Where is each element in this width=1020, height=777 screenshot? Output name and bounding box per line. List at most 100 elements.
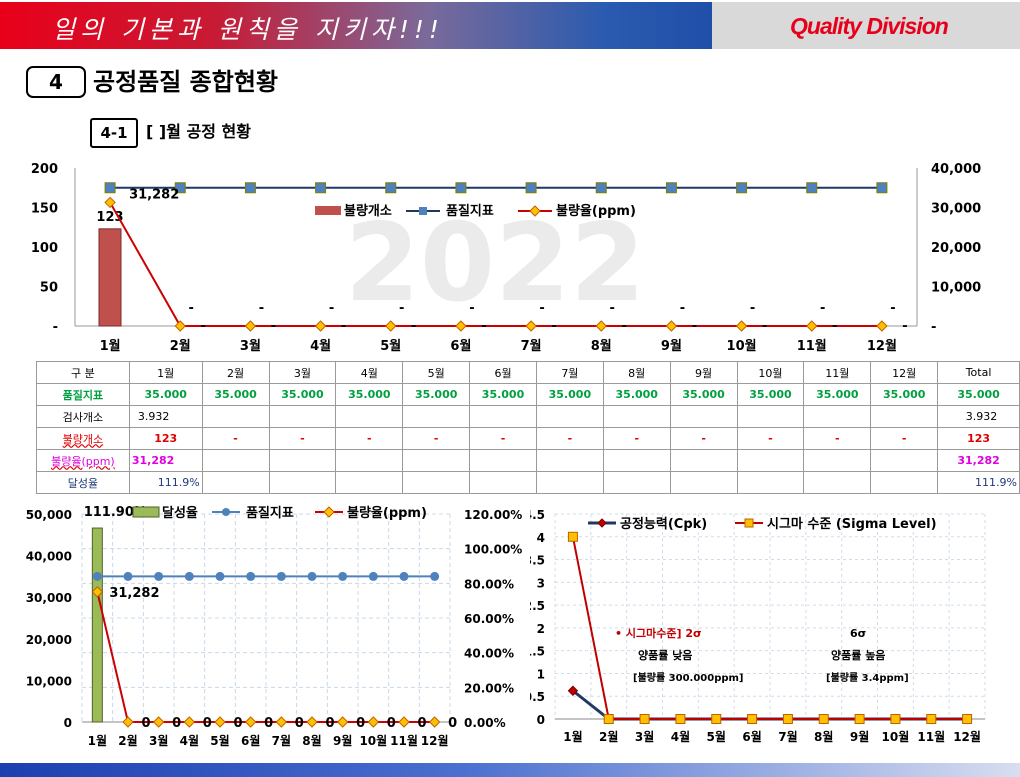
table-cell: 123: [937, 427, 1020, 450]
defect-count-bar: [98, 228, 122, 327]
annotation-low-title: • 시그마수준] 2σ: [615, 626, 702, 640]
header-banner: 일의 기본과 원칙을 지키자!!! Quality Division: [0, 0, 1020, 50]
quality-index-point: [455, 182, 467, 194]
achievement-rate-chart: 50,000 40,000 30,000 20,000 10,000 0 120.00% 10…: [26, 505, 523, 748]
sigma-level-point: [567, 531, 578, 542]
table-cell: 35.000: [602, 383, 671, 406]
table-header-cell: Total: [937, 361, 1020, 384]
y-tick-label: 1.5: [530, 645, 545, 659]
quality-index-point: [244, 182, 256, 194]
defect-rate-point: [314, 320, 327, 332]
y-tick-label: 3: [537, 576, 545, 590]
right-tick-label: 0.00%: [464, 716, 506, 730]
x-tick-label: 12월: [953, 729, 981, 744]
x-tick-label: 6월: [742, 729, 761, 744]
rate-data-label: 0: [387, 716, 396, 731]
bar-data-label: -: [750, 301, 755, 316]
defect-rate-point: [428, 716, 441, 728]
table-cell: 35.000: [402, 383, 471, 406]
defect-rate-point: [525, 320, 537, 332]
left-tick-label: 40,000: [26, 550, 72, 564]
x-tick-label: 11월: [917, 729, 945, 744]
defect-rate-point: [595, 320, 607, 332]
table-cell: [602, 471, 671, 494]
defect-rate-point: [665, 320, 678, 332]
sigma-level-line: [571, 536, 968, 720]
defect-rate-line: [109, 201, 882, 327]
x-tick-label: 3월: [240, 338, 261, 354]
subsection-title: [ ]월 공정 현황: [146, 122, 251, 141]
left-tick-label: 200: [31, 162, 58, 177]
table-cell: [535, 449, 604, 472]
rate-data-label: 0: [233, 716, 242, 731]
table-cell: 111.9%: [937, 471, 1020, 494]
rate-data-label: 0: [356, 716, 365, 731]
defect-rate-point: [367, 716, 380, 728]
left-tick-label: 10,000: [26, 674, 72, 688]
defect-rate-point: [122, 716, 134, 728]
legend-marker-rate: [323, 506, 335, 518]
table-cell: 123: [128, 427, 203, 450]
x-tick-label: 10월: [727, 338, 757, 354]
table-cell: [870, 449, 939, 472]
table-cell: 31,282: [937, 449, 1020, 472]
banner-slogan: 일의 기본과 원칙을 지키자!!!: [52, 15, 444, 44]
legend-label: 품질지표: [246, 506, 294, 521]
legend-swatch-achievement: [132, 506, 160, 518]
table-cell: 35.000: [736, 383, 805, 406]
table-cell: 35.000: [128, 383, 203, 406]
table-cell: 35.000: [469, 383, 537, 406]
defect-rate-point: [104, 196, 116, 209]
table-cell: [402, 405, 471, 428]
bar-data-label: -: [189, 301, 194, 316]
table-cell: 35.000: [201, 383, 270, 406]
table-cell: [402, 471, 471, 494]
sigma-level-point: [854, 714, 865, 724]
table-cell: [402, 449, 471, 472]
x-tick-label: 9월: [850, 729, 869, 744]
table-cell: 35.000: [803, 383, 872, 406]
achievement-rate-bar: [91, 527, 103, 723]
table-cell: [469, 405, 537, 428]
table-cell: 35.000: [268, 383, 337, 406]
legend-label: 불량개소: [344, 204, 392, 219]
footer-bar: [0, 763, 1020, 777]
quality-index-point: [399, 571, 409, 581]
x-tick-label: 4월: [671, 729, 690, 744]
annotation-high-line2: [불량률 3.4ppm]: [826, 672, 909, 684]
sigma-level-point: [675, 714, 686, 724]
defect-rate-point: [398, 716, 410, 728]
table-cell: [268, 405, 337, 428]
table-cell: [201, 471, 270, 494]
x-tick-label: 5월: [210, 733, 229, 748]
quality-index-point: [246, 571, 256, 581]
table-cell: [803, 405, 872, 428]
left-tick-label: 150: [31, 202, 58, 217]
bar-data-label: -: [820, 301, 825, 316]
section-title: 공정품질 종합현황: [93, 68, 278, 96]
sigma-annotation: • 시그마수준] 2σ 양품률 낮음 [불량률 300.000ppm] 6σ 양품률 높…: [615, 626, 909, 684]
table-cell: -: [469, 427, 537, 450]
y-tick-label: 0.5: [530, 690, 545, 704]
quality-index-point: [174, 182, 186, 194]
row-label: 검사개소: [36, 405, 130, 428]
legend-marker-cpk: [597, 518, 607, 528]
bar-data-label: 111.90%: [84, 505, 147, 520]
rate-data-label: -: [622, 319, 627, 334]
section-number-badge: 4: [26, 66, 86, 98]
monthly-defect-chart: 2022 200 150 100 50 - 40,000 30,000 20,000 10,000…: [31, 162, 981, 354]
annotation-low-line2: [불량률 300.000ppm]: [633, 672, 744, 684]
rate-data-label: 0: [203, 716, 212, 731]
table-header-cell: 11월: [803, 361, 872, 384]
rate-data-label: -: [762, 319, 767, 334]
x-tick-label: 3월: [149, 733, 168, 748]
row-label: 불량율(ppm): [36, 449, 130, 472]
table-cell: [335, 449, 404, 472]
quality-index-point: [806, 182, 818, 194]
table-header-cell: 8월: [602, 361, 671, 384]
defect-rate-point: [91, 586, 104, 598]
table-cell: 111.9%: [128, 471, 203, 494]
banner-brand-area: [712, 2, 1020, 49]
defect-rate-point: [735, 320, 748, 332]
rate-data-label: 0: [172, 716, 181, 731]
